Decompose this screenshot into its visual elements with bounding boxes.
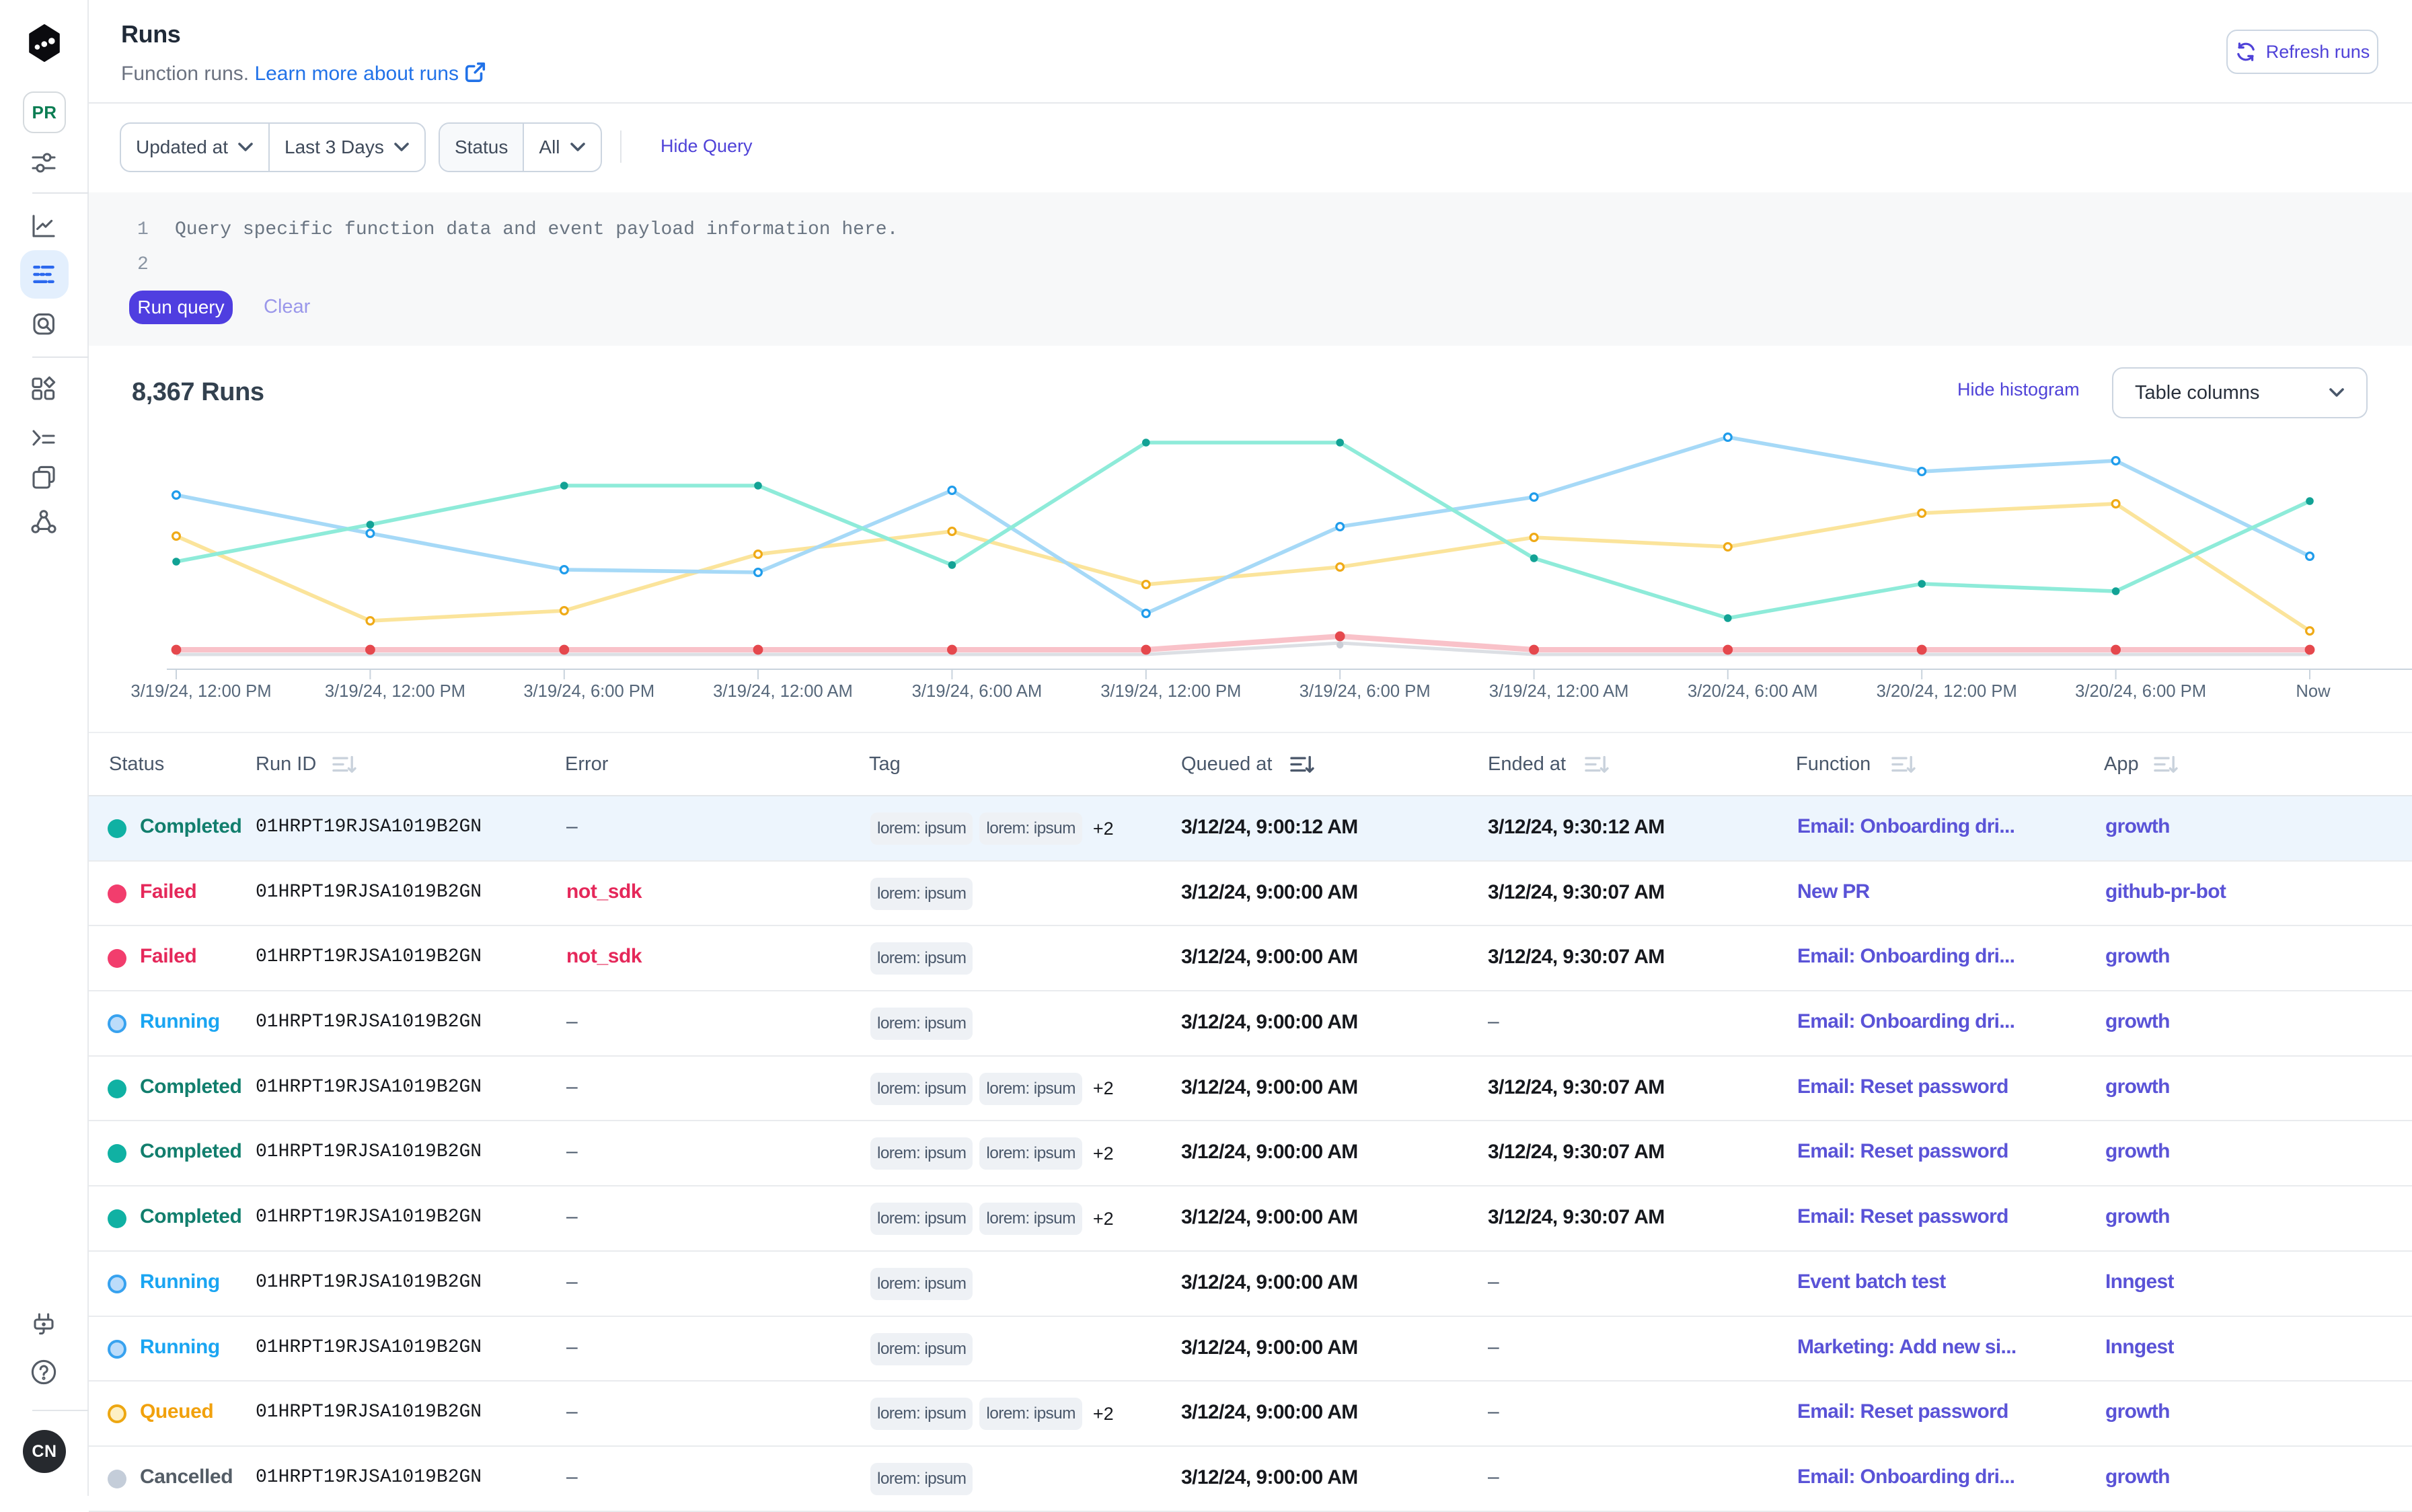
svg-text:3/19/24, 6:00 PM: 3/19/24, 6:00 PM (523, 682, 654, 701)
svg-text:3/20/24, 6:00 AM: 3/20/24, 6:00 AM (1688, 682, 1818, 701)
svg-text:3/19/24, 12:00 AM: 3/19/24, 12:00 AM (713, 682, 853, 701)
svg-text:Now: Now (2296, 682, 2331, 701)
svg-text:3/19/24, 6:00 PM: 3/19/24, 6:00 PM (1299, 682, 1431, 701)
svg-text:3/19/24, 12:00 PM: 3/19/24, 12:00 PM (130, 682, 271, 701)
svg-text:3/20/24, 12:00 PM: 3/20/24, 12:00 PM (1877, 682, 2017, 701)
svg-text:3/20/24, 6:00 PM: 3/20/24, 6:00 PM (2075, 682, 2206, 701)
svg-text:3/19/24, 12:00 AM: 3/19/24, 12:00 AM (1489, 682, 1629, 701)
svg-text:3/19/24, 12:00 PM: 3/19/24, 12:00 PM (1100, 682, 1241, 701)
svg-text:3/19/24, 6:00 AM: 3/19/24, 6:00 AM (912, 682, 1043, 701)
svg-text:3/19/24, 12:00 PM: 3/19/24, 12:00 PM (325, 682, 465, 701)
